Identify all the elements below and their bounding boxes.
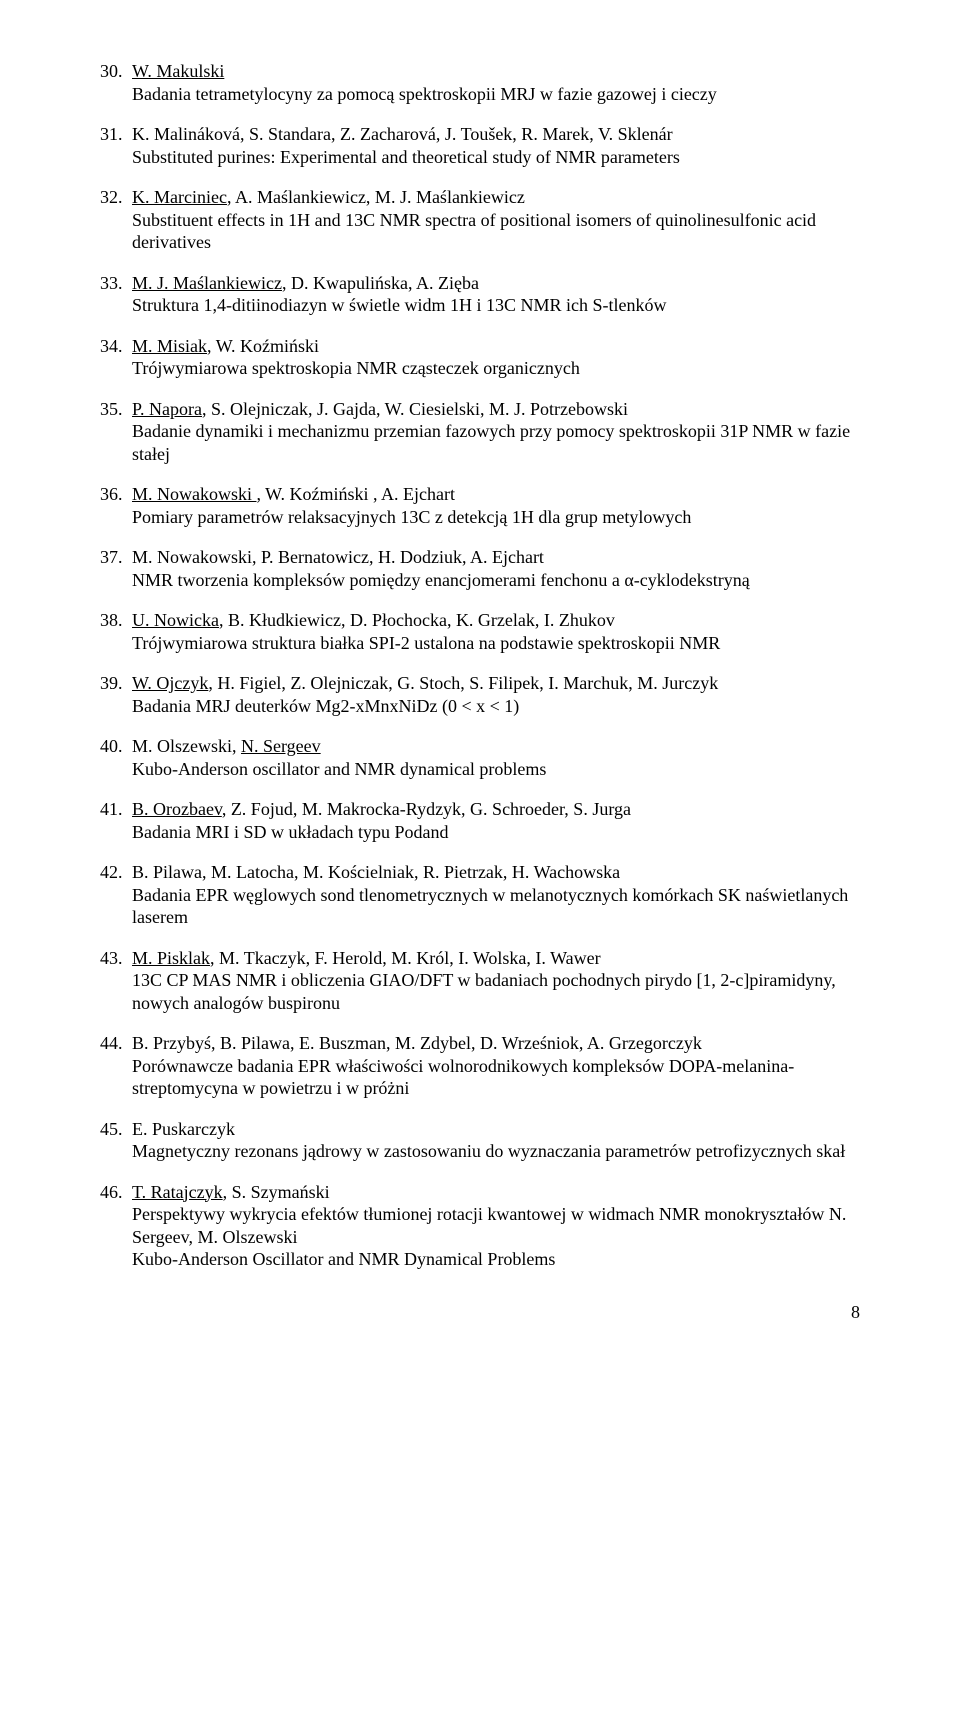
entry-title-line: Kubo-Anderson oscillator and NMR dynamic… (132, 758, 860, 781)
entry-title-line: Badania tetrametylocyny za pomocą spektr… (132, 83, 860, 106)
reference-entry: 42.B. Pilawa, M. Latocha, M. Kościelniak… (100, 861, 860, 929)
entry-body: M. Nowakowski, P. Bernatowicz, H. Dodziu… (132, 546, 860, 591)
entry-number: 37. (100, 546, 132, 591)
entry-authors: M. Pisklak, M. Tkaczyk, F. Herold, M. Kr… (132, 947, 860, 970)
entry-number: 31. (100, 123, 132, 168)
entry-body: K. Malináková, S. Standara, Z. Zacharová… (132, 123, 860, 168)
reference-entry: 33.M. J. Maślankiewicz, D. Kwapulińska, … (100, 272, 860, 317)
entry-number: 45. (100, 1118, 132, 1163)
entry-authors: W. Ojczyk, H. Figiel, Z. Olejniczak, G. … (132, 672, 860, 695)
entry-body: B. Pilawa, M. Latocha, M. Kościelniak, R… (132, 861, 860, 929)
entry-body: M. Pisklak, M. Tkaczyk, F. Herold, M. Kr… (132, 947, 860, 1015)
entry-authors: M. Misiak, W. Koźmiński (132, 335, 860, 358)
entry-body: W. Ojczyk, H. Figiel, Z. Olejniczak, G. … (132, 672, 860, 717)
entry-body: U. Nowicka, B. Kłudkiewicz, D. Płochocka… (132, 609, 860, 654)
entry-body: M. J. Maślankiewicz, D. Kwapulińska, A. … (132, 272, 860, 317)
entry-body: T. Ratajczyk, S. SzymańskiPerspektywy wy… (132, 1181, 860, 1271)
entry-number: 39. (100, 672, 132, 717)
entry-number: 34. (100, 335, 132, 380)
reference-entry: 30.W. MakulskiBadania tetrametylocyny za… (100, 60, 860, 105)
entry-title-line: 13C CP MAS NMR i obliczenia GIAO/DFT w b… (132, 969, 860, 1014)
entry-number: 38. (100, 609, 132, 654)
entry-title-line: Porównawcze badania EPR właściwości woln… (132, 1055, 860, 1100)
entry-number: 36. (100, 483, 132, 528)
entry-body: B. Przybyś, B. Pilawa, E. Buszman, M. Zd… (132, 1032, 860, 1100)
entry-title-line: Substituted purines: Experimental and th… (132, 146, 860, 169)
entry-title-line: Pomiary parametrów relaksacyjnych 13C z … (132, 506, 860, 529)
entry-number: 43. (100, 947, 132, 1015)
entry-title-line: Badanie dynamiki i mechanizmu przemian f… (132, 420, 860, 465)
entry-title-line: NMR tworzenia kompleksów pomiędzy enancj… (132, 569, 860, 592)
entry-title-line: Perspektywy wykrycia efektów tłumionej r… (132, 1203, 860, 1248)
entry-title-line: Trójwymiarowa struktura białka SPI-2 ust… (132, 632, 860, 655)
reference-entry: 31.K. Malináková, S. Standara, Z. Zachar… (100, 123, 860, 168)
entry-authors: K. Malináková, S. Standara, Z. Zacharová… (132, 123, 860, 146)
reference-entry: 35.P. Napora, S. Olejniczak, J. Gajda, W… (100, 398, 860, 466)
entry-title-line: Trójwymiarowa spektroskopia NMR cząstecz… (132, 357, 860, 380)
reference-entry: 37.M. Nowakowski, P. Bernatowicz, H. Dod… (100, 546, 860, 591)
entry-authors: M. Nowakowski, P. Bernatowicz, H. Dodziu… (132, 546, 860, 569)
entry-authors: W. Makulski (132, 60, 860, 83)
page-number: 8 (100, 1301, 860, 1324)
entry-title-line: Magnetyczny rezonans jądrowy w zastosowa… (132, 1140, 860, 1163)
entry-number: 40. (100, 735, 132, 780)
entry-title-line: Badania MRI i SD w układach typu Podand (132, 821, 860, 844)
entry-number: 33. (100, 272, 132, 317)
entry-authors: B. Pilawa, M. Latocha, M. Kościelniak, R… (132, 861, 860, 884)
entry-authors: U. Nowicka, B. Kłudkiewicz, D. Płochocka… (132, 609, 860, 632)
entry-body: M. Misiak, W. KoźmińskiTrójwymiarowa spe… (132, 335, 860, 380)
entry-authors: B. Orozbaev, Z. Fojud, M. Makrocka-Rydzy… (132, 798, 860, 821)
entry-title-line: Badania EPR węglowych sond tlenometryczn… (132, 884, 860, 929)
entry-body: M. Olszewski, N. SergeevKubo-Anderson os… (132, 735, 860, 780)
entry-body: P. Napora, S. Olejniczak, J. Gajda, W. C… (132, 398, 860, 466)
entry-authors: E. Puskarczyk (132, 1118, 860, 1141)
entry-title-line: Struktura 1,4-ditiinodiazyn w świetle wi… (132, 294, 860, 317)
entry-body: B. Orozbaev, Z. Fojud, M. Makrocka-Rydzy… (132, 798, 860, 843)
reference-entry: 41.B. Orozbaev, Z. Fojud, M. Makrocka-Ry… (100, 798, 860, 843)
entry-title-line: Kubo-Anderson Oscillator and NMR Dynamic… (132, 1248, 860, 1271)
entry-number: 30. (100, 60, 132, 105)
reference-entry: 44.B. Przybyś, B. Pilawa, E. Buszman, M.… (100, 1032, 860, 1100)
reference-entry: 38.U. Nowicka, B. Kłudkiewicz, D. Płocho… (100, 609, 860, 654)
entry-body: W. MakulskiBadania tetrametylocyny za po… (132, 60, 860, 105)
entry-body: K. Marciniec, A. Maślankiewicz, M. J. Ma… (132, 186, 860, 254)
reference-list: 30.W. MakulskiBadania tetrametylocyny za… (100, 60, 860, 1271)
reference-entry: 36.M. Nowakowski , W. Koźmiński , A. Ejc… (100, 483, 860, 528)
entry-number: 35. (100, 398, 132, 466)
reference-entry: 45.E. PuskarczykMagnetyczny rezonans jąd… (100, 1118, 860, 1163)
entry-authors: B. Przybyś, B. Pilawa, E. Buszman, M. Zd… (132, 1032, 860, 1055)
entry-number: 46. (100, 1181, 132, 1271)
reference-entry: 43.M. Pisklak, M. Tkaczyk, F. Herold, M.… (100, 947, 860, 1015)
reference-entry: 32.K. Marciniec, A. Maślankiewicz, M. J.… (100, 186, 860, 254)
entry-title-line: Substituent effects in 1H and 13C NMR sp… (132, 209, 860, 254)
entry-body: M. Nowakowski , W. Koźmiński , A. Ejchar… (132, 483, 860, 528)
entry-authors: M. Nowakowski , W. Koźmiński , A. Ejchar… (132, 483, 860, 506)
entry-number: 42. (100, 861, 132, 929)
entry-body: E. PuskarczykMagnetyczny rezonans jądrow… (132, 1118, 860, 1163)
entry-authors: M. Olszewski, N. Sergeev (132, 735, 860, 758)
entry-authors: K. Marciniec, A. Maślankiewicz, M. J. Ma… (132, 186, 860, 209)
entry-number: 41. (100, 798, 132, 843)
entry-authors: P. Napora, S. Olejniczak, J. Gajda, W. C… (132, 398, 860, 421)
entry-number: 44. (100, 1032, 132, 1100)
entry-number: 32. (100, 186, 132, 254)
entry-authors: T. Ratajczyk, S. Szymański (132, 1181, 860, 1204)
reference-entry: 34.M. Misiak, W. KoźmińskiTrójwymiarowa … (100, 335, 860, 380)
reference-entry: 46.T. Ratajczyk, S. SzymańskiPerspektywy… (100, 1181, 860, 1271)
reference-entry: 40.M. Olszewski, N. SergeevKubo-Anderson… (100, 735, 860, 780)
entry-title-line: Badania MRJ deuterków Mg2-xMnxNiDz (0 < … (132, 695, 860, 718)
entry-authors: M. J. Maślankiewicz, D. Kwapulińska, A. … (132, 272, 860, 295)
reference-entry: 39.W. Ojczyk, H. Figiel, Z. Olejniczak, … (100, 672, 860, 717)
